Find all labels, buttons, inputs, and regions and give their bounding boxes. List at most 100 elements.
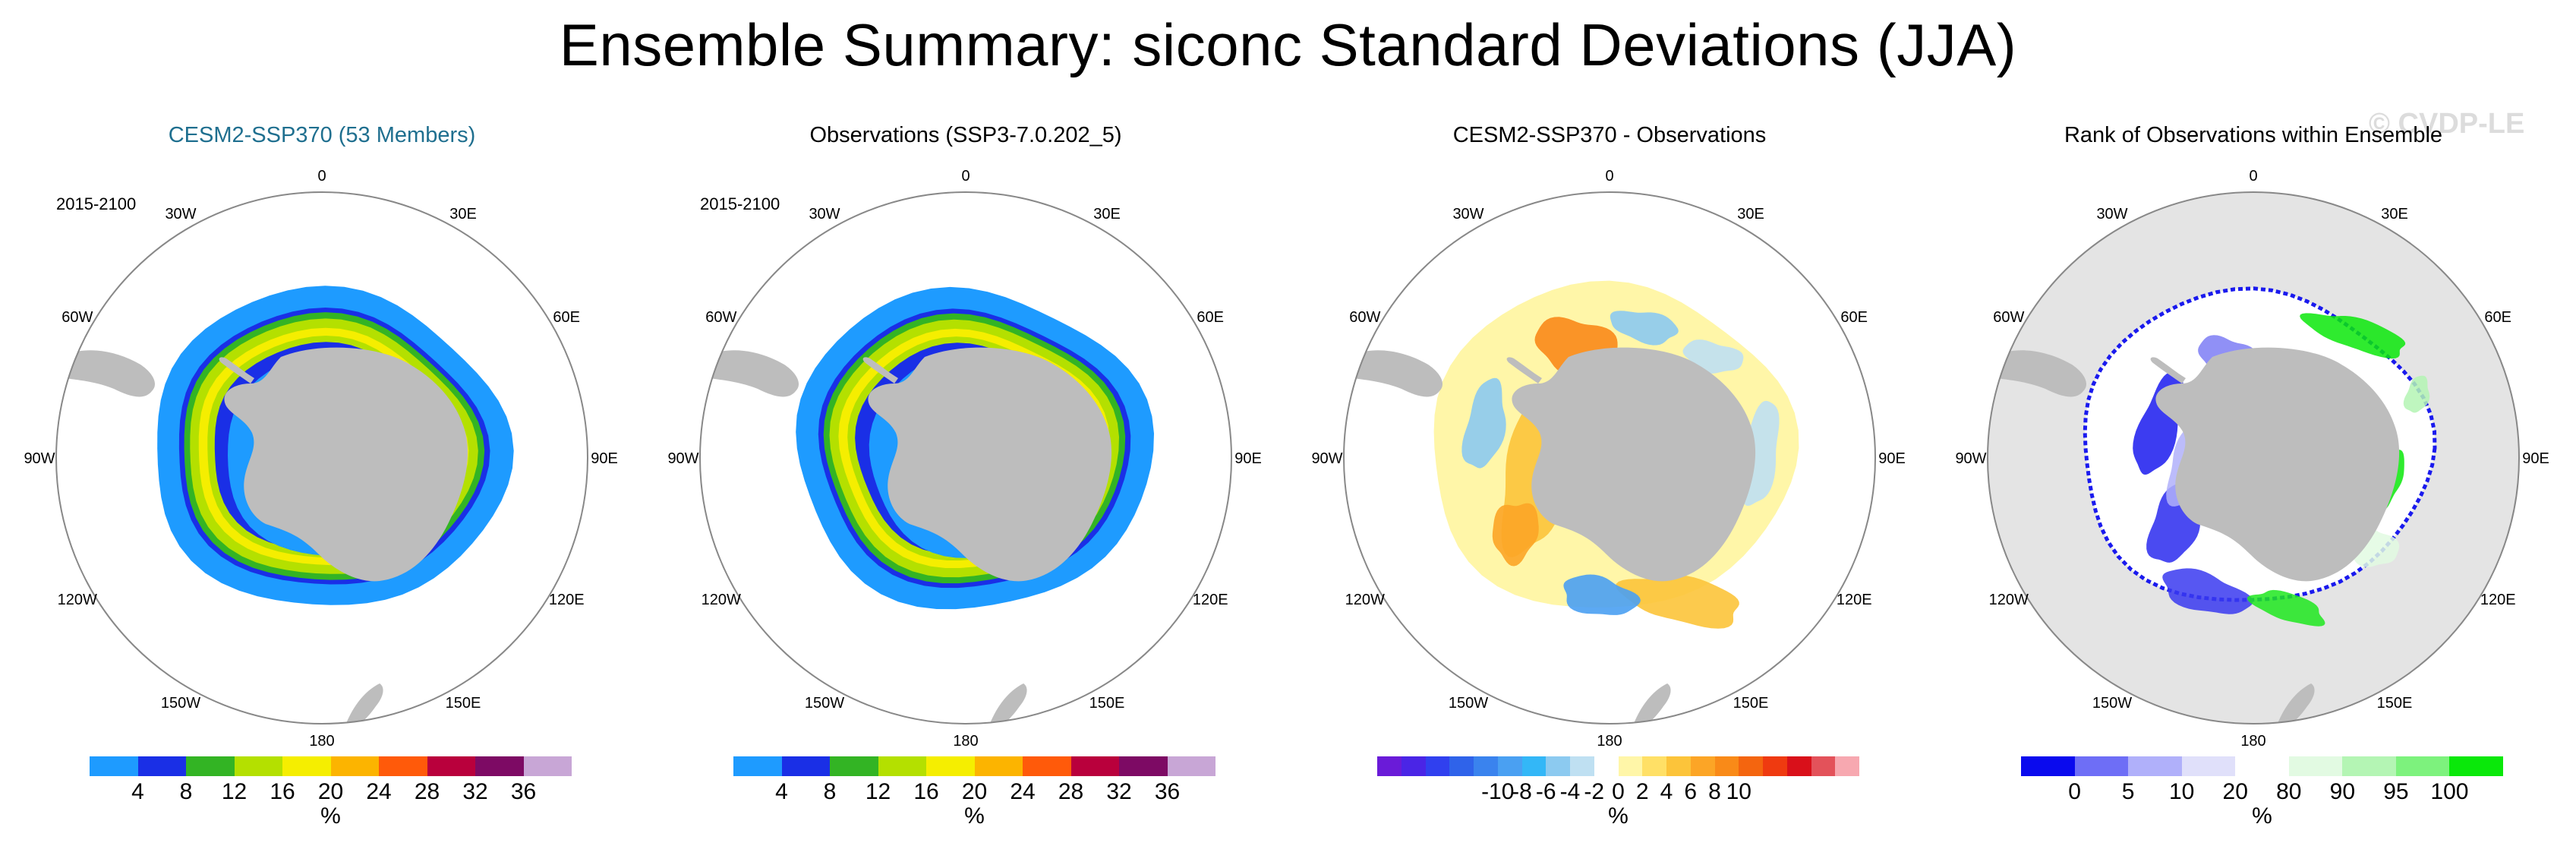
polar-map-model: 0 30E 60E 90E 120E 150E 180 150W 120W 90W 60W 30W [24,168,617,750]
colorbar-tick-label: 10 [1726,779,1751,804]
colorbar-tick-label: -10 [1481,779,1515,804]
polar-map-rank: 0 30E 60E 90E 120E 150E 180 150W 120W 90W 60W 30W [1955,168,2549,750]
panel-title: Rank of Observations within Ensemble [2064,123,2443,147]
longitude-label: 120E [2480,592,2516,608]
colorbar-swatch [1835,756,1859,776]
colorbar-swatch [733,756,782,776]
colorbar-tick-label: 100 [2430,779,2469,804]
colorbar-swatch [1811,756,1836,776]
longitude-label: 120W [702,592,741,608]
longitude-label: 60W [1993,309,2024,326]
colorbar-swatch [1474,756,1498,776]
colorbar-swatch [1070,756,1119,776]
colorbar-swatch [2128,756,2182,776]
longitude-label: 30W [165,206,196,223]
longitude-label: 180 [309,733,334,750]
colorbar-tick-label: 0 [1612,779,1625,804]
longitude-label: 30W [1452,206,1483,223]
longitude-label: 60W [1349,309,1380,326]
colorbar-tick-label: 95 [2383,779,2409,804]
longitude-label: 0 [2249,168,2257,185]
longitude-label: 120E [549,592,585,608]
colorbar-unit: % [320,803,341,829]
map-field [705,286,1154,724]
colorbar-tick-label: 24 [366,779,392,804]
longitude-label: 120W [1989,592,2029,608]
longitude-label: 120E [1193,592,1228,608]
colorbar-swatch [878,756,926,776]
colorbar-swatch [830,756,878,776]
colorbar-tick-label: 90 [2329,779,2356,804]
colorbar-swatch [2074,756,2129,776]
panel-model: CESM2-SSP370 (53 Members) 2015-2100 0 30E… [0,0,644,846]
land [1348,347,1756,724]
colorbar-swatch [974,756,1023,776]
colorbar-swatch [1377,756,1402,776]
longitude-label: 150W [161,695,200,712]
longitude-label: 180 [953,733,978,750]
colorbar-swatch [234,756,282,776]
colorbar-swatch [1763,756,1787,776]
colorbar-tick-label: -6 [1535,779,1556,804]
map-field [1348,280,1799,724]
longitude-label: 90W [1955,450,1986,467]
longitude-label: 90E [1878,450,1906,467]
colorbar-swatch [1521,756,1547,776]
colorbar-tick-label: 28 [414,779,440,804]
colorbar-tick-label: 8 [823,779,837,804]
colorbar-tick-label: 28 [1058,779,1084,804]
colorbar-swatch [1023,756,1071,776]
longitude-label: 60W [705,309,736,326]
colorbar-tick-label: 4 [1660,779,1673,804]
colorbar-tick-label: 36 [510,779,537,804]
longitude-label: 60W [61,309,93,326]
colorbar-swatch [2449,756,2503,776]
longitude-label: 0 [961,168,970,185]
difference-anomaly [1492,503,1539,567]
colorbar-swatch [475,756,524,776]
longitude-label: 150E [1089,695,1125,712]
longitude-label: 120E [1837,592,1872,608]
longitude-label: 30E [1093,206,1121,223]
colorbar-tick-label: 16 [270,779,295,804]
colorbar-tick-label: -2 [1584,779,1605,804]
colorbar-swatch [1570,756,1594,776]
longitude-label: 120W [58,592,97,608]
longitude-label: 120W [1345,592,1385,608]
longitude-label: 60E [553,309,580,326]
colorbar-swatch [1449,756,1474,776]
polar-map-difference: 0 30E 60E 90E 120E 150E 180 150W 120W 90W 60W 30W [1311,168,1906,750]
colorbar-swatch [926,756,975,776]
colorbar-tick-label: 4 [131,779,144,804]
longitude-label: 90E [1234,450,1262,467]
longitude-label: 30W [2096,206,2127,223]
map-boundary [699,191,1232,724]
colorbar-swatch [1786,756,1811,776]
period-label: 2015-2100 [56,194,137,213]
colorbar-swatch [2181,756,2236,776]
colorbar-tick-label: 20 [961,779,988,804]
colorbar-swatch [1618,756,1643,776]
period-label: 2015-2100 [700,194,780,213]
land [61,347,468,724]
longitude-label: 60E [1840,309,1868,326]
colorbar-tick-label: 4 [775,779,788,804]
rank-anomaly [2403,375,2430,413]
longitude-label: 30E [1737,206,1764,223]
colorbar-swatch [2288,756,2343,776]
colorbar-swatch [1546,756,1570,776]
colorbar-swatch [781,756,830,776]
colorbar-swatch [282,756,331,776]
longitude-label: 90W [24,450,55,467]
land [705,347,1112,724]
colorbar-tick-label: 12 [221,779,248,804]
colorbar-tick-label: 16 [913,779,939,804]
map-boundary [1343,191,1876,724]
longitude-label: 150W [1449,695,1488,712]
colorbar-swatch [1594,756,1619,776]
colorbar-swatch [1642,756,1666,776]
colorbar-swatch [2395,756,2450,776]
longitude-label: 60E [1197,309,1224,326]
colorbar-swatch [330,756,379,776]
longitude-label: 150E [446,695,481,712]
